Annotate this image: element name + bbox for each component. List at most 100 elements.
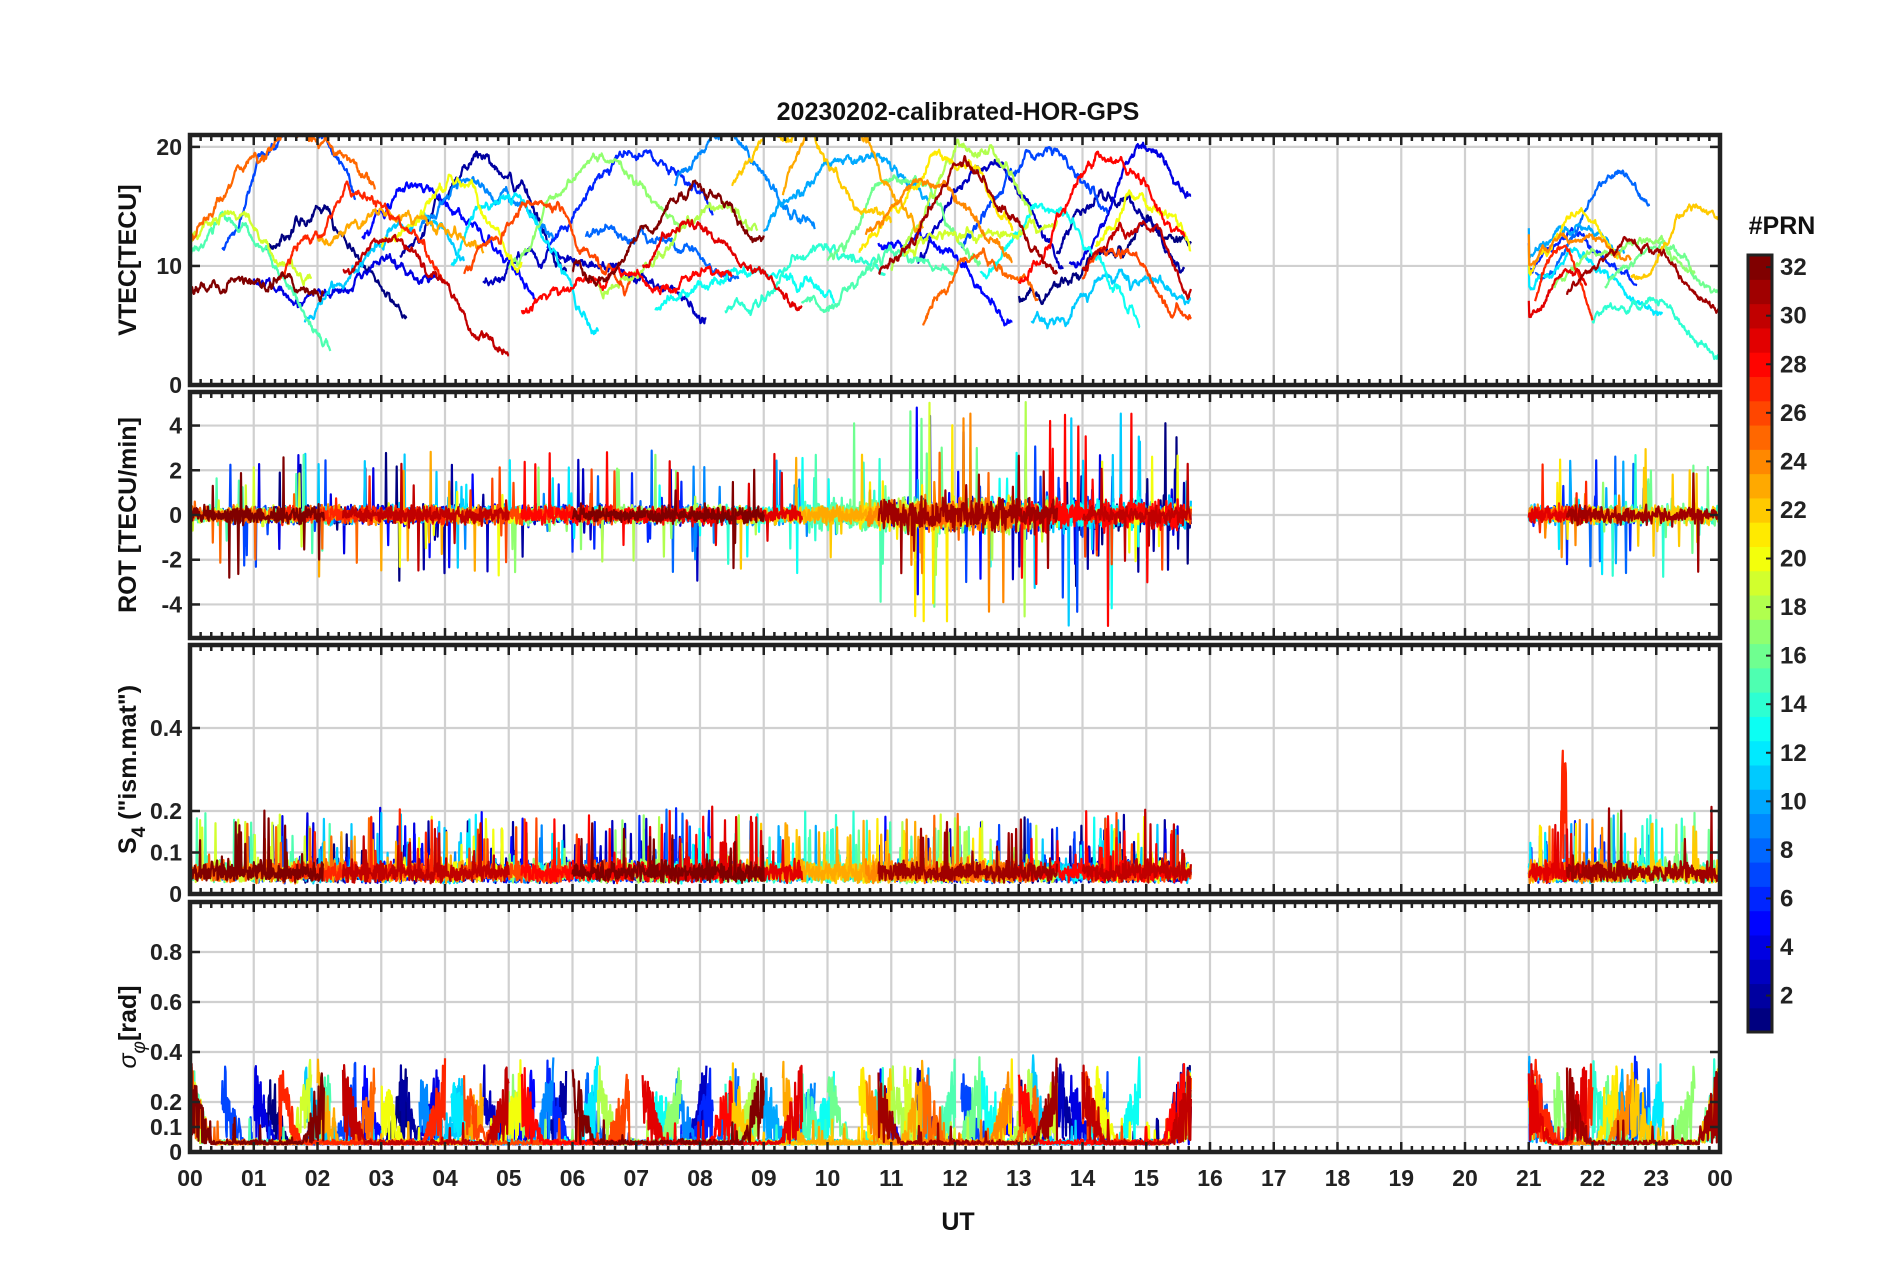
series-line-prn-27 [1534, 244, 1594, 321]
y-axis-label-sigma-phi: σφ[rad] [114, 985, 150, 1068]
x-tick-label: 11 [879, 1165, 904, 1191]
colorbar-swatch [1748, 764, 1772, 790]
x-tick-label: 22 [1580, 1165, 1606, 1191]
colorbar-tick-label: 20 [1780, 546, 1807, 573]
colorbar-tick-label: 28 [1780, 351, 1807, 378]
colorbar-swatch [1748, 619, 1772, 645]
series-line-prn-11 [1030, 268, 1192, 330]
series-line-prn-30 [342, 233, 510, 357]
colorbar-swatch [1748, 862, 1772, 887]
series-line-prn-22 [1630, 203, 1720, 281]
series-line-prn-26 [463, 199, 631, 297]
series-line-prn-5 [877, 230, 1013, 327]
series-line-prn-31 [1565, 805, 1720, 884]
series-line-prn-7 [960, 146, 1109, 249]
y-tick-label: 0.1 [150, 1114, 182, 1140]
series-line-prn-31 [877, 155, 1059, 275]
x-axis-label: UT [941, 1208, 974, 1236]
series-line-prn-9 [673, 135, 816, 230]
series-line-prn-1 [265, 204, 408, 320]
x-tick-label: 00 [177, 1165, 203, 1191]
x-tick-label: 13 [1006, 1165, 1032, 1191]
colorbar-tick-label: 6 [1780, 885, 1793, 912]
series-line-prn-32 [190, 271, 325, 303]
colorbar-frame [1746, 253, 1774, 1034]
series-line-prn-21 [1527, 207, 1619, 276]
x-tick-label: 19 [1388, 1165, 1414, 1191]
series-line-prn-32 [571, 1069, 765, 1146]
colorbar-swatch [1748, 522, 1772, 547]
colorbar-swatch [1748, 716, 1772, 742]
series-line-prn-3 [915, 158, 1064, 270]
colorbar-swatch [1748, 279, 1772, 305]
series-line-prn-30 [1081, 462, 1192, 562]
series-line-prn-29 [1527, 267, 1588, 319]
x-tick-label: 06 [560, 1165, 586, 1191]
y-tick-label: 10 [156, 253, 182, 279]
colorbar-tick-label: 22 [1780, 497, 1807, 524]
series-line-prn-22 [730, 453, 893, 570]
series-group [190, 1054, 1720, 1146]
series-group [190, 401, 1720, 628]
series-line-prn-23 [316, 207, 485, 254]
colorbar-label: #PRN [1749, 212, 1816, 240]
x-tick-label: 18 [1325, 1165, 1351, 1191]
series-line-prn-13 [654, 266, 835, 311]
y-tick-label: 0.8 [150, 939, 182, 965]
x-tick-label: 10 [815, 1165, 841, 1191]
series-line-prn-15 [190, 210, 332, 352]
colorbar-tick-label: 30 [1780, 303, 1807, 330]
x-tick-label: 07 [623, 1165, 649, 1191]
y-tick-label: 0.4 [150, 1039, 182, 1065]
y-tick-label: 0 [169, 502, 182, 528]
x-tick-label: 01 [241, 1165, 267, 1191]
series-line-prn-31 [877, 818, 1059, 884]
series-line-prn-14 [1591, 296, 1720, 361]
series-line-prn-17 [1553, 234, 1696, 289]
colorbar-swatch [1748, 910, 1772, 936]
series-line-prn-30 [341, 1063, 510, 1146]
series-line-prn-28 [1017, 150, 1186, 284]
y-tick-label: 0.2 [150, 798, 182, 824]
series-line-prn-29 [641, 218, 803, 312]
series-line-prn-32 [190, 456, 325, 579]
series-line-prn-28 [520, 265, 733, 315]
series-line-prn-30 [1081, 808, 1192, 884]
x-tick-label: 09 [751, 1165, 777, 1191]
series-line-prn-5 [361, 181, 536, 300]
panel-sigma-phi: 00.10.2 0.4 0.6 0.8σφ[rad] 00 01 02 03 04 05 06 07 0… [114, 899, 1733, 1191]
x-tick-label: 16 [1197, 1165, 1223, 1191]
colorbar-tick-label: 24 [1780, 448, 1807, 475]
y-tick-label: 0.1 [150, 840, 182, 866]
x-tick-label: 04 [432, 1165, 458, 1191]
series-line-prn-25 [922, 247, 1039, 326]
x-tick-label: 15 [1133, 1165, 1159, 1191]
colorbar-tick-label: 26 [1780, 400, 1807, 427]
series-line-prn-32 [190, 809, 325, 884]
series-line-prn-31 [1565, 235, 1720, 315]
colorbar-tick-label: 10 [1780, 788, 1807, 815]
colorbar-swatch [1748, 327, 1772, 353]
colorbar-tick-label: 14 [1780, 691, 1807, 718]
panel-s4: 0 0.1 0.2 0.4S4 ("ism.mat") [114, 642, 1723, 907]
series-line-prn-30 [1081, 1064, 1192, 1146]
series-line-prn-30 [341, 462, 510, 572]
y-tick-label: -2 [162, 547, 182, 573]
colorbar-tick-label: 2 [1780, 983, 1793, 1010]
panel-rot: -4 -2 0 2 4 ROT [TECU/min] [114, 389, 1723, 641]
colorbar-tick-label: 16 [1780, 643, 1807, 670]
series-line-prn-32 [571, 468, 765, 570]
y-tick-label: 0.6 [150, 989, 182, 1015]
x-tick-label: 03 [368, 1165, 394, 1191]
series-line-prn-24 [864, 177, 1013, 264]
x-tick-label: 00 [1707, 1165, 1733, 1191]
series-line-prn-32 [571, 822, 765, 885]
series-line-prn-15 [800, 244, 957, 314]
series-line-prn-2 [399, 150, 568, 274]
series-line-prn-2 [1055, 188, 1186, 274]
x-tick-label: 08 [687, 1165, 713, 1191]
y-tick-label: 2 [169, 457, 182, 483]
